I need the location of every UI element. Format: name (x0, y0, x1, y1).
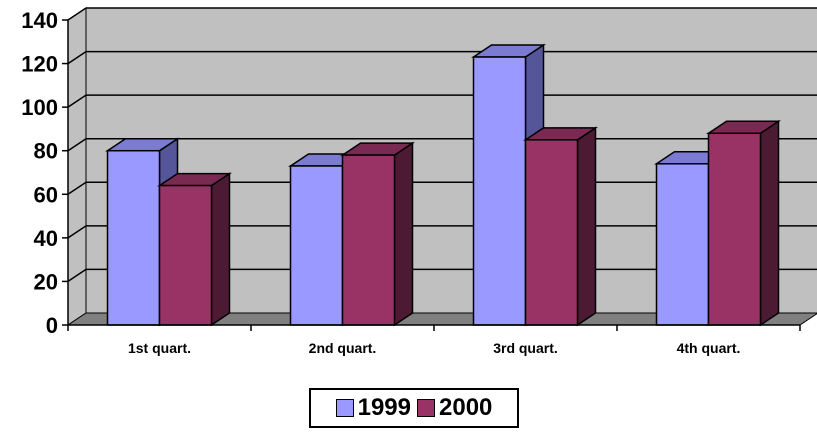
y-tick-label: 140 (21, 8, 58, 33)
bar-2000-4 (709, 133, 761, 325)
legend-swatch-1999 (336, 399, 354, 417)
bar-2000-1-side (212, 174, 230, 325)
legend-item-1999: 1999 (336, 394, 411, 422)
bar-1999-4 (657, 164, 709, 325)
legend-item-2000: 2000 (417, 394, 492, 422)
y-tick-label: 40 (34, 226, 58, 251)
y-tick-label: 60 (34, 182, 58, 207)
x-tick-label: 3rd quart. (493, 340, 558, 356)
y-tick-label: 20 (34, 269, 58, 294)
legend: 1999 2000 (309, 388, 519, 428)
y-tick-label: 0 (46, 313, 58, 338)
legend-label-1999: 1999 (358, 394, 411, 422)
bar-2000-3 (526, 140, 578, 325)
bar-1999-2 (291, 166, 343, 325)
x-tick-label: 4th quart. (677, 340, 741, 356)
bar-2000-1 (160, 186, 212, 325)
legend-label-2000: 2000 (439, 394, 492, 422)
bar-2000-2-side (395, 143, 413, 325)
bar-2000-2 (343, 155, 395, 325)
bar-2000-3-side (578, 128, 596, 325)
y-tick-label: 100 (21, 95, 58, 120)
x-tick-label: 2nd quart. (309, 340, 377, 356)
legend-swatch-2000 (417, 399, 435, 417)
chart-side-wall (68, 8, 86, 325)
x-tick-label: 1st quart. (128, 340, 191, 356)
y-tick-label: 120 (21, 52, 58, 77)
bar-2000-4-side (761, 121, 779, 325)
y-tick-label: 80 (34, 139, 58, 164)
bar-1999-1 (108, 151, 160, 325)
bar-1999-3 (474, 57, 526, 325)
